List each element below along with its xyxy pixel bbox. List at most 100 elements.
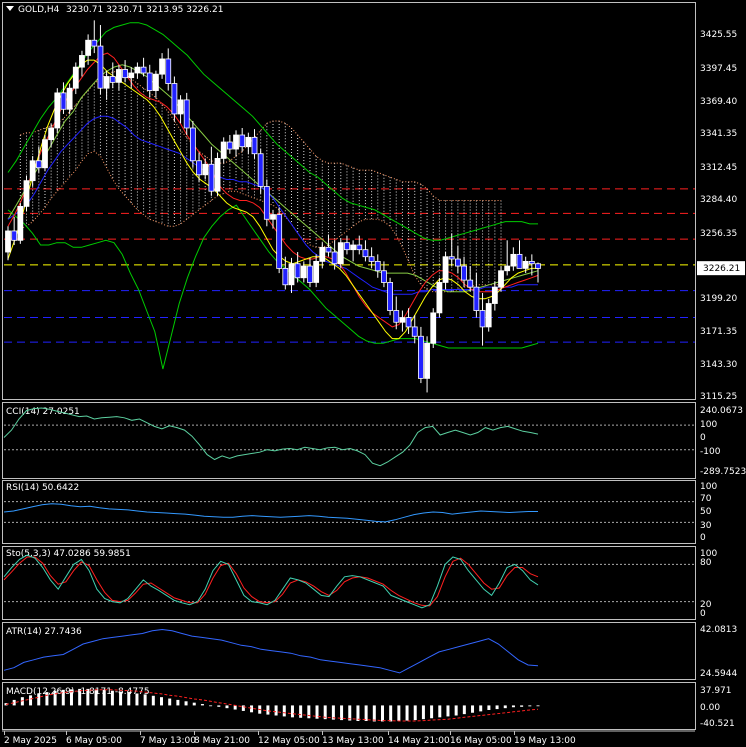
price-tick-label: 3143.30 [700, 360, 737, 370]
atr-frame [2, 622, 696, 680]
candle-body [153, 73, 159, 91]
candle-body [5, 230, 11, 253]
macd-tick-label: -40.521 [700, 719, 735, 729]
macd-histogram-bar [37, 693, 41, 706]
macd-histogram-bar [364, 705, 368, 722]
candle-body [282, 268, 289, 286]
macd-histogram-bar [143, 694, 147, 706]
candle-body [134, 66, 141, 74]
macd-histogram-bar [471, 705, 475, 713]
macd-histogram-bar [119, 691, 123, 706]
macd-histogram-bar [495, 705, 499, 710]
atr-tick-label: 42.0813 [700, 625, 737, 635]
candle-body [140, 66, 147, 74]
candle-body [473, 286, 480, 311]
time-axis-label: 12 May 05:00 [258, 736, 320, 746]
macd-histogram-bar [160, 697, 164, 706]
stoch-tick-label: 20 [700, 600, 712, 610]
candle-body [393, 310, 400, 323]
price-tick-label: 3199.20 [700, 294, 737, 304]
price-tick-label: 3256.35 [700, 229, 737, 239]
macd-histogram-bar [61, 689, 65, 706]
rsi-frame [2, 480, 696, 544]
macd-histogram-bar [430, 705, 434, 719]
candle-body [183, 99, 190, 129]
candle-body [510, 253, 517, 267]
candle-body [300, 265, 307, 279]
time-axis-label: 2 May 2025 [4, 736, 57, 746]
macd-signal-line [5, 689, 539, 722]
macd-histogram-bar [176, 699, 180, 706]
candle-body [424, 342, 430, 379]
candle-body [208, 163, 215, 192]
candle-body [276, 214, 283, 269]
macd-histogram-bar [487, 705, 491, 711]
candle-body [122, 69, 128, 79]
cci-tick-label: -289.7523 [700, 467, 746, 477]
macd-histogram-bar [536, 705, 540, 707]
candle-body [171, 83, 178, 115]
candle-body [42, 139, 48, 169]
macd-histogram-bar [200, 704, 204, 706]
macd-histogram-bar [241, 705, 245, 711]
atr-label: ATR(14) 27.7436 [6, 627, 82, 637]
cci-tick-label: 0 [700, 433, 706, 443]
stoch-tick-label: 80 [700, 558, 712, 568]
candle-body [72, 66, 79, 89]
candle-body [294, 263, 301, 279]
candle-body [387, 282, 393, 311]
candle-body [344, 242, 350, 251]
candle-body [436, 282, 443, 314]
stoch-frame [2, 546, 696, 620]
time-axis-label: 7 May 13:00 [140, 736, 196, 746]
candle-body [23, 180, 30, 207]
macd-histogram-bar [511, 705, 515, 708]
stoch-tick-label: 0 [700, 609, 706, 619]
moving-average-yellow [7, 59, 538, 340]
candle-body [368, 256, 375, 262]
time-axis-label: 13 May 13:00 [322, 736, 384, 746]
candle-body [226, 141, 233, 150]
macd-tick-label: 37.971 [700, 686, 732, 696]
macd-histogram-bar [86, 688, 90, 706]
ohlc-label: 3230.71 3230.71 3213.95 3226.21 [66, 5, 223, 15]
cci-tick-label: -100 [700, 447, 721, 457]
candle-body [270, 214, 276, 220]
candle-body [454, 258, 461, 267]
macd-histogram-bar [266, 705, 270, 715]
price-tick-label: 3312.45 [700, 163, 737, 173]
candle-body [313, 260, 320, 283]
macd-histogram-bar [184, 701, 188, 706]
macd-histogram-bar [454, 705, 458, 716]
price-pane[interactable]: GOLD,H4 3230.71 3230.71 3213.95 3226.21 [6, 5, 223, 15]
rsi-tick-label: 100 [700, 482, 717, 492]
macd-histogram-bar [135, 693, 139, 706]
time-axis-label: 16 May 05:00 [450, 736, 512, 746]
cci-tick-label: 100 [700, 420, 717, 430]
price-pane-frame [2, 2, 696, 400]
macd-histogram-bar [274, 705, 278, 716]
time-axis-label: 19 May 13:00 [514, 736, 576, 746]
macd-histogram-bar [520, 705, 524, 707]
macd-histogram-bar [69, 689, 73, 706]
dropdown-triangle-icon[interactable] [6, 6, 14, 11]
macd-histogram-bar [372, 705, 376, 722]
candle-body [196, 160, 202, 176]
macd-histogram-bar [168, 698, 172, 706]
rsi-tick-label: 70 [700, 494, 712, 504]
cci-frame [2, 402, 696, 479]
rsi-tick-label: 30 [700, 521, 712, 531]
time-axis-label: 14 May 21:00 [388, 736, 450, 746]
cci-label: CCI(14) 27.0251 [6, 407, 80, 417]
macd-histogram-bar [315, 705, 319, 719]
candle-body [362, 249, 369, 258]
time-axis-label: 8 May 21:00 [194, 736, 250, 746]
candle-body [528, 260, 535, 265]
macd-histogram-bar [348, 705, 352, 721]
atr-tick-label: 24.5944 [700, 669, 737, 679]
candle-body [251, 136, 258, 155]
macd-histogram-bar [127, 692, 131, 706]
candle-body [504, 265, 511, 272]
